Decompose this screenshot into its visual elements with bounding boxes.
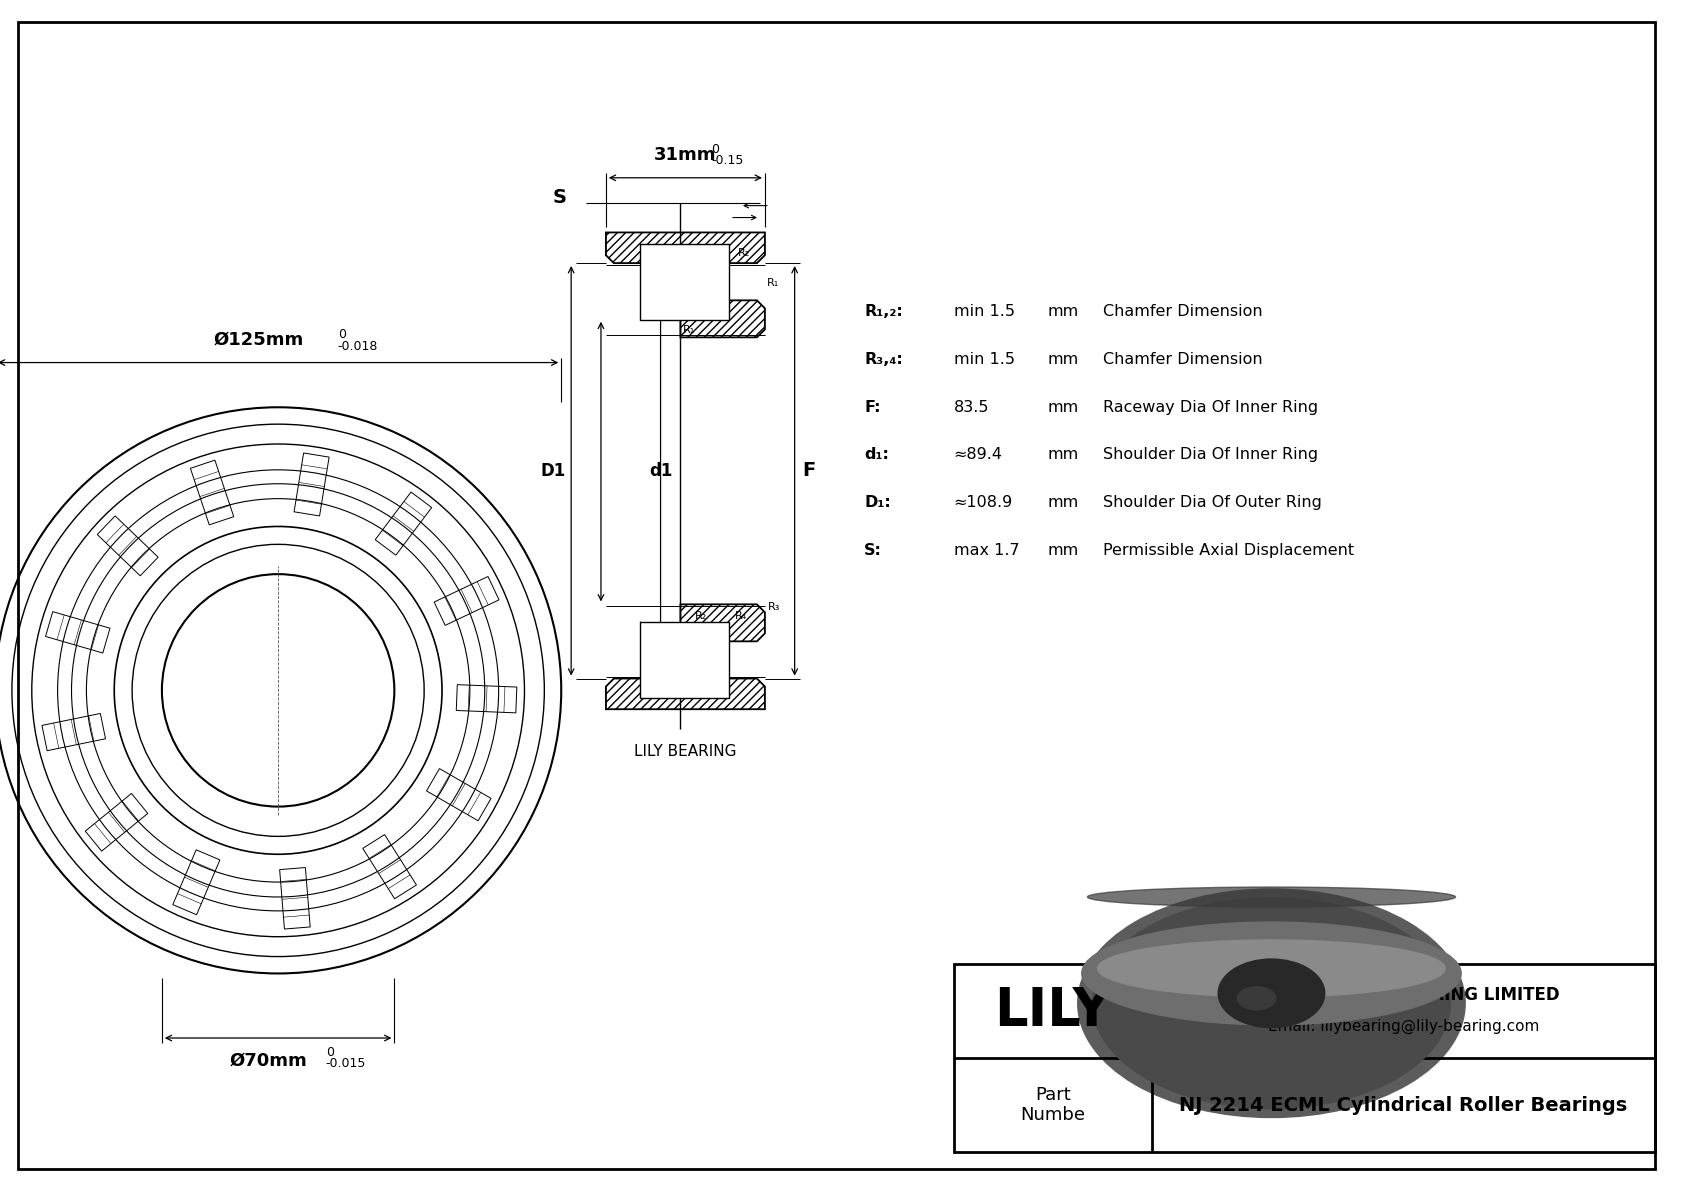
Ellipse shape bbox=[1088, 887, 1455, 906]
Text: min 1.5: min 1.5 bbox=[953, 305, 1014, 319]
Bar bbox=[640, 622, 729, 698]
Text: R₂: R₂ bbox=[695, 611, 707, 622]
Text: Raceway Dia Of Inner Ring: Raceway Dia Of Inner Ring bbox=[1103, 400, 1317, 414]
Text: 31mm: 31mm bbox=[653, 146, 717, 164]
Bar bbox=[953, 964, 1655, 1152]
Text: SHANGHAI LILY BEARING LIMITED: SHANGHAI LILY BEARING LIMITED bbox=[1248, 986, 1559, 1004]
Text: R₁,₂:: R₁,₂: bbox=[864, 305, 903, 319]
Text: 0: 0 bbox=[325, 1046, 333, 1059]
Text: min 1.5: min 1.5 bbox=[953, 353, 1014, 367]
Text: mm: mm bbox=[1047, 448, 1079, 462]
Text: Ø70mm: Ø70mm bbox=[229, 1052, 306, 1070]
Text: -0.015: -0.015 bbox=[325, 1056, 365, 1070]
Text: R₁: R₁ bbox=[682, 325, 695, 335]
Text: Email: lilybearing@lily-bearing.com: Email: lilybearing@lily-bearing.com bbox=[1268, 1019, 1539, 1034]
Ellipse shape bbox=[1078, 888, 1465, 1117]
Ellipse shape bbox=[1218, 959, 1325, 1028]
Text: Shoulder Dia Of Outer Ring: Shoulder Dia Of Outer Ring bbox=[1103, 495, 1322, 510]
Ellipse shape bbox=[1238, 987, 1276, 1010]
Text: 83.5: 83.5 bbox=[953, 400, 989, 414]
Text: S: S bbox=[552, 188, 566, 207]
Text: R₃: R₃ bbox=[768, 601, 780, 611]
Text: Chamfer Dimension: Chamfer Dimension bbox=[1103, 353, 1263, 367]
Text: D1: D1 bbox=[541, 462, 566, 480]
Text: LILY: LILY bbox=[995, 985, 1111, 1036]
Text: mm: mm bbox=[1047, 543, 1079, 557]
Text: Shoulder Dia Of Inner Ring: Shoulder Dia Of Inner Ring bbox=[1103, 448, 1317, 462]
Text: Chamfer Dimension: Chamfer Dimension bbox=[1103, 305, 1263, 319]
Text: mm: mm bbox=[1047, 495, 1079, 510]
Text: LILY BEARING: LILY BEARING bbox=[635, 744, 736, 759]
Text: 0: 0 bbox=[711, 143, 719, 156]
Text: F: F bbox=[803, 461, 815, 480]
Text: R₁: R₁ bbox=[766, 278, 780, 288]
Text: d₁:: d₁: bbox=[864, 448, 889, 462]
Text: ®: ® bbox=[1115, 980, 1133, 998]
Ellipse shape bbox=[1093, 898, 1450, 1109]
Text: -0.018: -0.018 bbox=[338, 339, 379, 353]
Text: D₁:: D₁: bbox=[864, 495, 891, 510]
Text: mm: mm bbox=[1047, 353, 1079, 367]
Ellipse shape bbox=[1098, 940, 1445, 997]
Text: F:: F: bbox=[864, 400, 881, 414]
Text: d1: d1 bbox=[648, 462, 672, 480]
Text: R₃,₄:: R₃,₄: bbox=[864, 353, 903, 367]
Text: max 1.7: max 1.7 bbox=[953, 543, 1019, 557]
Text: NJ 2214 ECML Cylindrical Roller Bearings: NJ 2214 ECML Cylindrical Roller Bearings bbox=[1179, 1096, 1628, 1115]
Ellipse shape bbox=[1081, 922, 1462, 1025]
Text: Permissible Axial Displacement: Permissible Axial Displacement bbox=[1103, 543, 1354, 557]
Text: S:: S: bbox=[864, 543, 882, 557]
Text: R₄: R₄ bbox=[734, 611, 748, 622]
Text: ≈89.4: ≈89.4 bbox=[953, 448, 1002, 462]
Text: Ø125mm: Ø125mm bbox=[214, 331, 303, 349]
Text: ≈108.9: ≈108.9 bbox=[953, 495, 1012, 510]
Text: 0: 0 bbox=[338, 328, 345, 341]
Text: -0.15: -0.15 bbox=[711, 154, 744, 167]
Bar bbox=[640, 244, 729, 320]
Text: mm: mm bbox=[1047, 305, 1079, 319]
Text: mm: mm bbox=[1047, 400, 1079, 414]
Text: R₂: R₂ bbox=[738, 248, 749, 258]
Text: Part
Numbe: Part Numbe bbox=[1021, 1086, 1086, 1124]
